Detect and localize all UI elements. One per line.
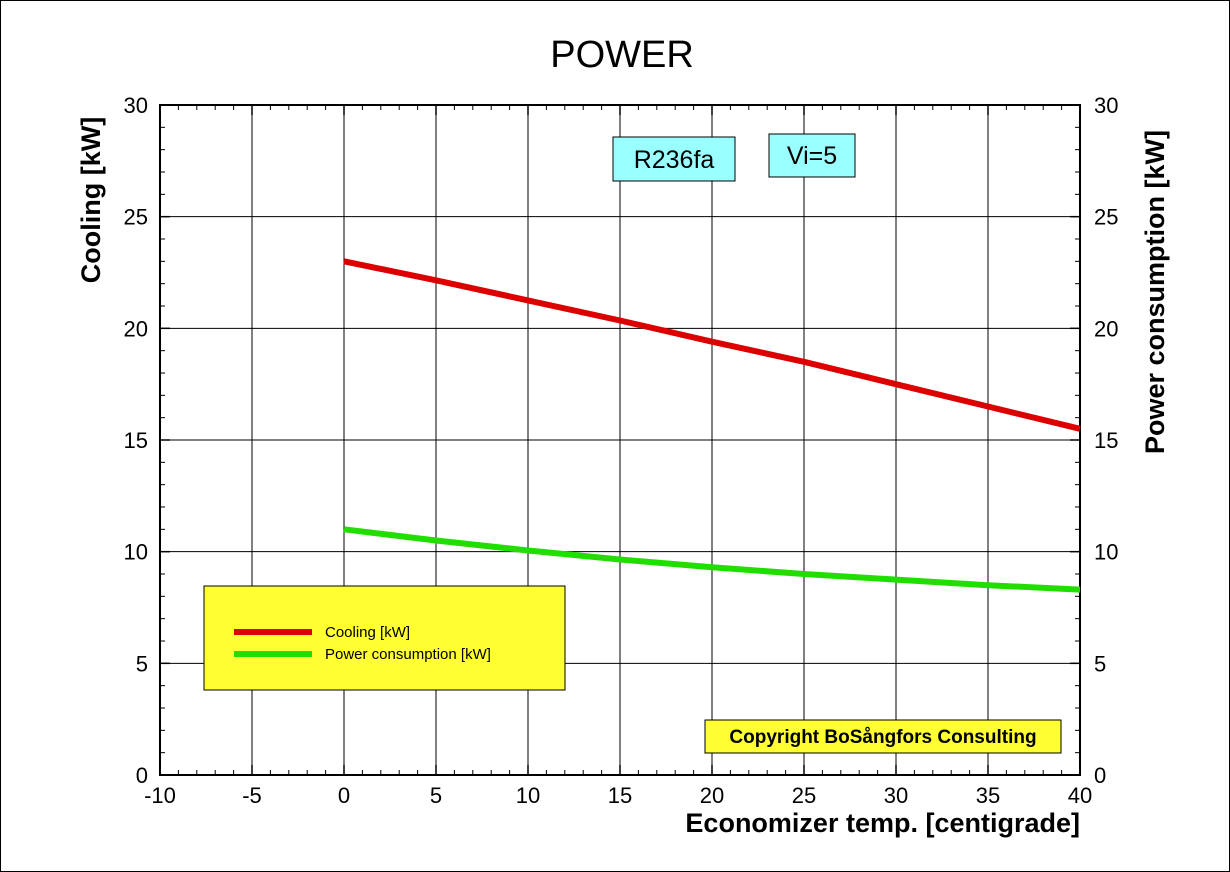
series-line-power — [343, 526, 1081, 593]
x-tick-labels: -10 -5 0 5 10 15 20 25 30 35 40 — [144, 783, 1092, 808]
y2-tick-label: 30 — [1094, 93, 1118, 118]
annotation-vi: Vi=5 — [768, 133, 856, 178]
copyright-box: Copyright BoSångfors Consulting — [704, 719, 1062, 754]
y2-tick-label: 10 — [1094, 540, 1118, 565]
x-tick-label: 35 — [976, 783, 1000, 808]
legend-label-power: Power consumption [kW] — [325, 646, 491, 663]
x-tick-label: 15 — [608, 783, 632, 808]
x-tick-label: 10 — [516, 783, 540, 808]
y-tick-label: 30 — [124, 93, 148, 118]
y-tick-label: 15 — [124, 428, 148, 453]
y-tick-labels: 0 5 10 15 20 25 30 — [124, 93, 148, 788]
y-tick-label: 10 — [124, 540, 148, 565]
y2-tick-label: 5 — [1094, 651, 1106, 676]
x-tick-label: 20 — [700, 783, 724, 808]
x-tick-label: 0 — [338, 783, 350, 808]
x-tick-label: 30 — [884, 783, 908, 808]
y-tick-label: 25 — [124, 205, 148, 230]
x-tick-label: -10 — [144, 783, 176, 808]
x-tick-label: 25 — [792, 783, 816, 808]
x-tick-label: 5 — [430, 783, 442, 808]
annotation-vi-text: Vi=5 — [787, 142, 837, 170]
x-axis-label: Economizer temp. [centigrade] — [685, 808, 1080, 838]
ticks — [159, 104, 1081, 776]
y-tick-label: 5 — [136, 651, 148, 676]
annotation-refrigerant: R236fa — [612, 136, 736, 182]
y2-tick-label: 15 — [1094, 428, 1118, 453]
legend: Cooling [kW] Power consumption [kW] — [203, 585, 566, 691]
y2-tick-label: 20 — [1094, 316, 1118, 341]
y2-tick-label: 0 — [1094, 763, 1106, 788]
y-axis-label: Cooling [kW] — [76, 117, 106, 283]
series-line-cooling — [343, 258, 1081, 432]
y-tick-label: 0 — [136, 763, 148, 788]
legend-label-cooling: Cooling [kW] — [325, 624, 410, 641]
x-tick-label: -5 — [242, 783, 262, 808]
copyright-text: Copyright BoSångfors Consulting — [729, 727, 1036, 748]
y-tick-label: 20 — [124, 316, 148, 341]
y2-tick-labels: 0 5 10 15 20 25 30 — [1094, 93, 1118, 788]
annotation-refrigerant-text: R236fa — [634, 146, 715, 174]
y2-tick-label: 25 — [1094, 205, 1118, 230]
x-tick-label: 40 — [1068, 783, 1092, 808]
y2-axis-label: Power consumption [kW] — [1140, 130, 1170, 454]
chart-title: POWER — [550, 34, 694, 76]
series-lines — [343, 258, 1081, 593]
